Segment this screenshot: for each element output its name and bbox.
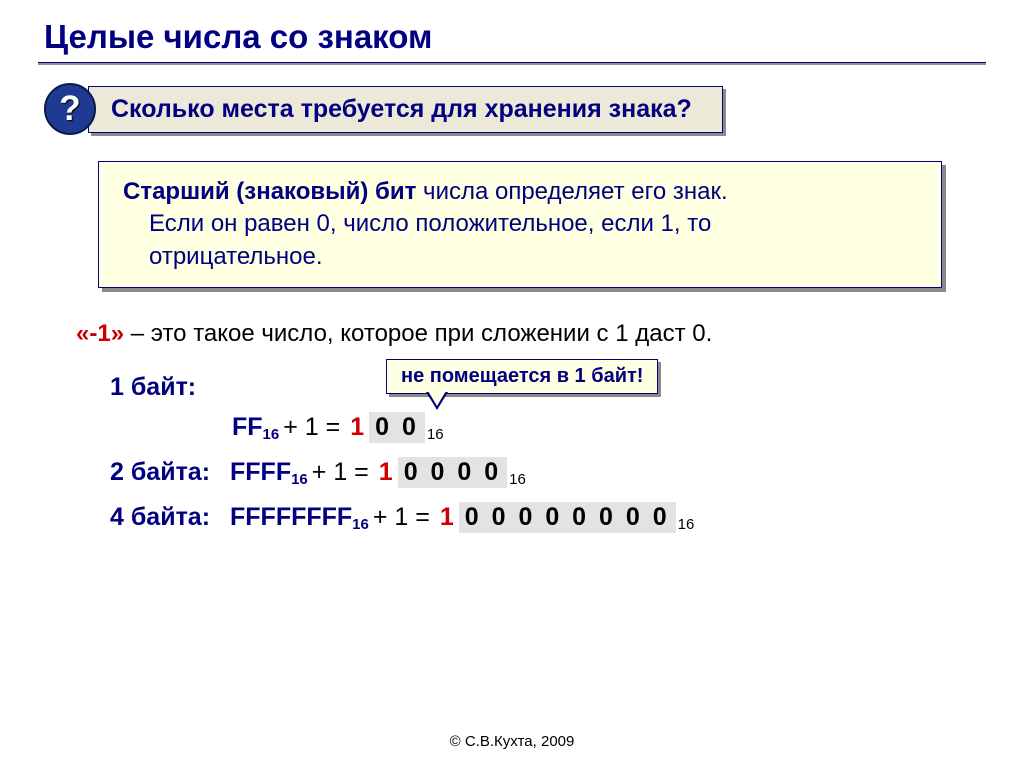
sub1-3: 16 [352, 516, 369, 533]
callout-text: не помещается в 1 байт! [401, 365, 643, 387]
question-row: ? Сколько места требуется для хранения з… [44, 83, 986, 135]
one-3: 1 [440, 503, 454, 532]
one-1: 1 [350, 413, 364, 442]
question-text: Сколько места требуется для хранения зна… [111, 95, 692, 123]
statement-rest: – это такое число, которое при сложении … [124, 320, 712, 347]
byte-label-2: 2 байта: [110, 458, 230, 487]
sub1-1: 16 [263, 426, 280, 443]
title-underline [38, 62, 986, 65]
byte-eq-1: FF16 + 1 = 1 0 016 [232, 412, 986, 443]
byte-row-2: 2 байта: FFFF16 + 1 = 1 0 0 0 016 [110, 457, 986, 488]
footer-copyright: © С.В.Кухта, 2009 [0, 733, 1024, 750]
info-bold: Старший (знаковый) бит [123, 178, 416, 205]
info-rest1: числа определяет его знак. [416, 178, 727, 205]
byte-row-3: 4 байта: FFFFFFFF16 + 1 = 1 0 0 0 0 0 0 … [110, 502, 986, 533]
zeros-1: 0 0 [369, 412, 425, 443]
info-line3: отрицательное. [123, 241, 917, 273]
question-box: Сколько места требуется для хранения зна… [88, 86, 723, 133]
hex-2: FFFF [230, 458, 291, 487]
plus-1: + 1 = [283, 413, 340, 442]
callout-tail-fill [428, 391, 446, 406]
one-2: 1 [379, 458, 393, 487]
plus-3: + 1 = [373, 503, 430, 532]
sub2-1: 16 [427, 426, 444, 443]
hex-1: FF [232, 413, 263, 442]
zeros-2: 0 0 0 0 [398, 457, 507, 488]
sub1-2: 16 [291, 471, 308, 488]
slide-title: Целые числа со знаком [38, 18, 986, 56]
hex-3: FFFFFFFF [230, 503, 352, 532]
zeros-3: 0 0 0 0 0 0 0 0 [459, 502, 676, 533]
info-line2: Если он равен 0, число положительное, ес… [123, 208, 917, 240]
callout-box: не помещается в 1 байт! [386, 359, 658, 394]
info-box: Старший (знаковый) бит числа определяет … [98, 161, 942, 288]
byte-block: не помещается в 1 байт! 1 байт: FF16 + 1… [110, 373, 986, 533]
statement-red: «-1» [76, 320, 124, 347]
question-mark-icon: ? [59, 89, 80, 129]
plus-2: + 1 = [312, 458, 369, 487]
byte-label-3: 4 байта: [110, 503, 230, 532]
sub2-2: 16 [509, 471, 526, 488]
question-badge: ? [44, 83, 96, 135]
slide: Целые числа со знаком ? Сколько места тр… [0, 0, 1024, 768]
byte-label-1: 1 байт: [110, 373, 230, 402]
statement: «-1» – это такое число, которое при слож… [76, 318, 948, 350]
sub2-3: 16 [678, 516, 695, 533]
